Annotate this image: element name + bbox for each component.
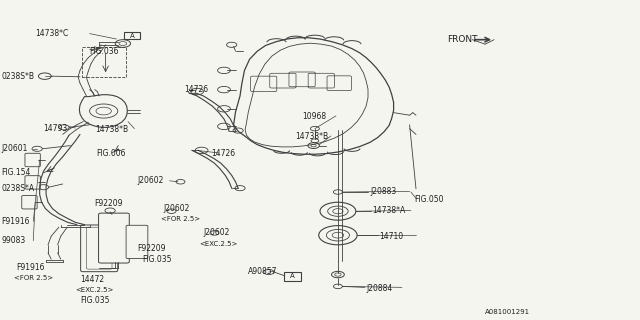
Text: 14738*B: 14738*B (95, 125, 128, 134)
Text: J20602: J20602 (138, 176, 164, 185)
Text: FIG.035: FIG.035 (80, 296, 109, 305)
Text: <FOR 2.5>: <FOR 2.5> (161, 216, 200, 222)
Text: 14738*B: 14738*B (296, 132, 329, 141)
Text: A: A (290, 274, 295, 279)
Text: 99083: 99083 (1, 236, 26, 245)
Text: J20602: J20602 (163, 204, 189, 213)
Text: J20884: J20884 (366, 284, 392, 293)
Text: FRONT: FRONT (447, 35, 477, 44)
Text: FIG.035: FIG.035 (142, 255, 172, 264)
Text: 14710: 14710 (379, 232, 403, 241)
Text: 14793: 14793 (44, 124, 68, 132)
Text: FIG.154: FIG.154 (1, 168, 31, 177)
Text: J20883: J20883 (370, 187, 396, 196)
Text: F91916: F91916 (16, 263, 45, 272)
Text: 14738*A: 14738*A (372, 206, 406, 215)
FancyBboxPatch shape (126, 225, 148, 259)
Text: A081001291: A081001291 (485, 309, 531, 315)
Text: <EXC.2.5>: <EXC.2.5> (200, 241, 238, 247)
Text: 14726: 14726 (211, 149, 236, 158)
Text: 0238S*B: 0238S*B (1, 72, 35, 81)
Text: 14726: 14726 (184, 85, 209, 94)
Text: <EXC.2.5>: <EXC.2.5> (76, 287, 114, 292)
Text: F91916: F91916 (1, 217, 30, 226)
Text: J20601: J20601 (1, 144, 28, 153)
FancyBboxPatch shape (25, 153, 40, 167)
FancyBboxPatch shape (81, 225, 118, 272)
Text: J20602: J20602 (204, 228, 230, 237)
Text: FIG.006: FIG.006 (96, 149, 125, 158)
FancyBboxPatch shape (22, 196, 37, 209)
Text: 14738*C: 14738*C (35, 29, 68, 38)
Text: FIG.036: FIG.036 (90, 47, 119, 56)
Text: 14472: 14472 (80, 275, 104, 284)
Text: F92209: F92209 (95, 199, 124, 208)
FancyBboxPatch shape (25, 176, 40, 189)
Text: A90857: A90857 (248, 267, 278, 276)
Text: 0238S*A: 0238S*A (1, 184, 35, 193)
Circle shape (319, 226, 357, 245)
Text: FIG.050: FIG.050 (415, 195, 444, 204)
Text: F92209: F92209 (138, 244, 166, 253)
Text: <FOR 2.5>: <FOR 2.5> (14, 275, 53, 281)
FancyBboxPatch shape (99, 213, 129, 263)
Circle shape (320, 202, 356, 220)
Text: 10968: 10968 (302, 112, 326, 121)
Text: A: A (129, 33, 134, 38)
